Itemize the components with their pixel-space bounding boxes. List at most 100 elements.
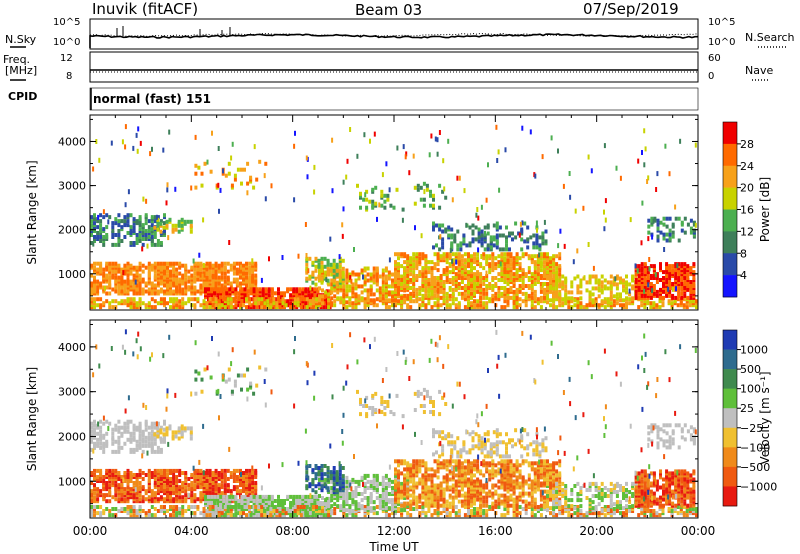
data-cell — [574, 208, 577, 214]
data-cell — [436, 511, 440, 516]
data-cell — [174, 223, 178, 228]
data-cell — [254, 481, 258, 485]
data-cell — [149, 151, 152, 157]
data-cell — [305, 256, 309, 261]
data-cell — [526, 245, 530, 250]
data-cell — [314, 256, 318, 261]
data-cell — [342, 288, 346, 293]
data-cell — [254, 471, 258, 475]
data-cell — [231, 305, 235, 310]
data-cell — [90, 421, 93, 426]
data-cell — [166, 473, 169, 477]
data-cell — [579, 282, 583, 287]
data-cell — [277, 295, 280, 300]
data-cell — [153, 261, 157, 266]
data-cell — [144, 289, 148, 294]
data-cell — [521, 125, 524, 131]
data-cell — [354, 282, 358, 287]
data-cell — [628, 288, 631, 294]
data-cell — [194, 134, 197, 140]
data-cell — [453, 237, 457, 242]
data-cell — [111, 449, 115, 454]
data-cell — [217, 471, 221, 475]
data-cell — [394, 266, 397, 271]
data-cell — [102, 301, 106, 306]
data-cell — [166, 187, 169, 193]
data-cell — [451, 297, 455, 302]
data-cell — [501, 233, 505, 238]
data-cell — [488, 270, 492, 275]
data-cell — [366, 278, 370, 283]
data-cell — [371, 203, 375, 208]
data-cell — [384, 278, 388, 283]
data-cell — [208, 513, 212, 518]
data-cell — [366, 294, 370, 299]
data-cell — [251, 258, 254, 264]
data-cell — [628, 301, 632, 306]
data-cell — [254, 509, 258, 513]
data-cell — [156, 497, 160, 502]
data-cell — [147, 287, 151, 292]
data-cell — [194, 185, 198, 190]
data-cell — [421, 505, 425, 509]
data-cell — [263, 513, 267, 518]
data-cell — [150, 505, 154, 509]
data-cell — [463, 305, 467, 310]
data-cell — [267, 501, 271, 505]
data-cell — [652, 218, 655, 224]
data-cell — [413, 201, 417, 206]
data-cell — [369, 298, 373, 303]
data-cell — [114, 299, 118, 304]
data-cell — [549, 256, 552, 261]
data-cell — [269, 507, 273, 511]
data-cell — [463, 513, 467, 518]
data-cell — [394, 272, 397, 277]
data-cell — [470, 511, 473, 516]
data-cell — [433, 293, 437, 298]
data-cell — [93, 287, 96, 292]
data-cell — [207, 287, 210, 292]
data-cell — [235, 475, 239, 479]
data-cell — [196, 497, 200, 502]
data-cell — [636, 268, 639, 274]
data-cell — [138, 235, 142, 239]
data-cell — [470, 291, 473, 296]
data-cell — [416, 183, 420, 188]
data-cell — [93, 441, 96, 446]
data-cell — [313, 293, 317, 298]
data-cell — [394, 284, 397, 288]
data-cell — [332, 268, 336, 273]
data-cell — [495, 233, 499, 238]
data-cell — [99, 219, 103, 224]
data-cell — [196, 468, 200, 473]
data-cell — [559, 228, 562, 234]
data-cell — [391, 303, 394, 308]
data-cell — [360, 290, 364, 295]
data-cell — [93, 483, 96, 488]
data-cell — [412, 256, 416, 261]
data-cell — [671, 234, 675, 239]
data-cell — [494, 282, 498, 286]
data-cell — [126, 511, 130, 516]
data-cell — [245, 275, 248, 280]
data-cell — [90, 495, 93, 500]
data-cell — [144, 213, 148, 218]
data-cell — [175, 475, 179, 479]
data-cell — [539, 299, 543, 304]
data-cell — [272, 509, 276, 513]
data-cell — [311, 513, 315, 518]
data-cell — [479, 272, 483, 277]
data-cell — [477, 215, 480, 221]
data-cell — [351, 513, 355, 518]
data-cell — [492, 243, 496, 248]
data-cell — [488, 282, 492, 286]
data-cell — [460, 295, 464, 300]
data-cell — [141, 471, 145, 475]
data-cell — [211, 505, 215, 509]
data-cell — [432, 221, 435, 226]
data-cell — [138, 297, 142, 302]
data-cell — [138, 227, 142, 232]
data-cell — [286, 507, 290, 511]
data-cell — [640, 262, 644, 267]
data-cell — [114, 449, 118, 454]
